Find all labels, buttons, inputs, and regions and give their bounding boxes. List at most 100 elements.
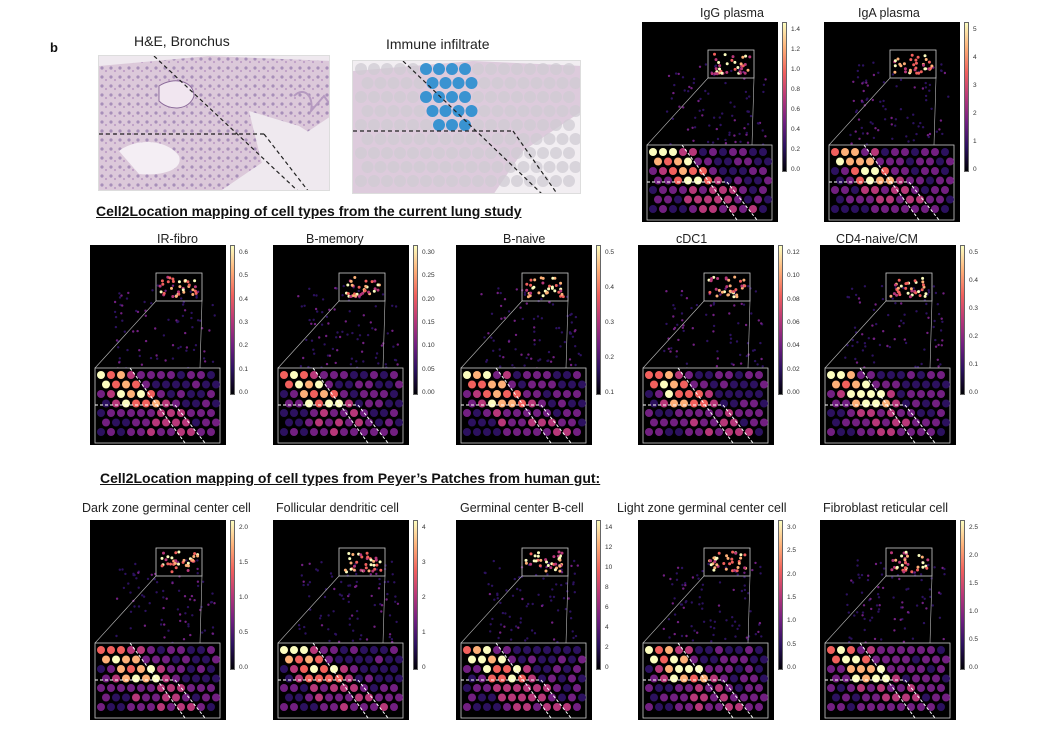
- tissue-spot: [357, 289, 360, 293]
- tissue-spot: [687, 90, 690, 93]
- tissue-spot: [133, 605, 136, 608]
- inset-spot: [685, 646, 693, 654]
- colorbar: [782, 22, 787, 172]
- inset-spot: [690, 693, 698, 702]
- inset-spot: [102, 693, 110, 702]
- tissue-spot: [572, 581, 575, 584]
- inset-spot: [897, 390, 905, 398]
- inset-spot: [97, 390, 105, 398]
- tissue-spot: [880, 573, 884, 576]
- tissue-spot: [880, 284, 884, 288]
- inset-spot: [488, 399, 496, 408]
- tissue-spot: [682, 106, 685, 109]
- hot-spot: [171, 280, 175, 283]
- inset-spot: [715, 428, 723, 436]
- inset-spot: [760, 418, 768, 427]
- hot-spot: [158, 284, 162, 288]
- tissue-spot: [746, 123, 750, 126]
- inset-spot: [836, 195, 844, 204]
- inset-spot: [513, 646, 521, 654]
- colorbar-tick: 2: [422, 594, 426, 601]
- spatial-map: [638, 245, 774, 445]
- inset-spot: [896, 157, 904, 166]
- hot-spot: [372, 289, 376, 293]
- inset-spot: [498, 674, 506, 683]
- tissue-spot: [861, 614, 864, 617]
- tissue-spot: [860, 591, 864, 594]
- tissue-spot: [736, 573, 739, 576]
- inset-spot: [665, 646, 673, 654]
- tissue-spot: [188, 598, 192, 601]
- tissue-spot: [496, 593, 499, 597]
- tissue-spot: [930, 107, 933, 111]
- inset-spot: [759, 205, 767, 213]
- inset-spot: [152, 399, 160, 408]
- inset-spot: [655, 703, 663, 711]
- inset-spot: [290, 371, 298, 379]
- inset-spot: [578, 380, 586, 389]
- inset-spot: [912, 693, 920, 702]
- infiltrate-spot: [433, 119, 445, 131]
- inset-spot: [375, 655, 383, 664]
- inset-spot: [650, 655, 658, 664]
- inset-spot: [162, 693, 170, 702]
- tissue-spot: [312, 348, 315, 351]
- inset-spot: [941, 186, 949, 194]
- hot-spot: [735, 295, 739, 299]
- hot-spot: [909, 58, 913, 62]
- hot-spot: [736, 566, 740, 569]
- inset-spot: [852, 693, 860, 702]
- inset-spot: [543, 371, 551, 379]
- inset-spot: [831, 186, 839, 194]
- inset-spot: [897, 703, 905, 711]
- tissue-spot: [366, 333, 370, 337]
- inset-spot: [842, 380, 850, 389]
- inset-spot: [931, 186, 939, 194]
- tissue-spot: [740, 589, 744, 593]
- tissue-spot: [472, 63, 484, 75]
- tissue-spot: [135, 577, 138, 580]
- tissue-spot: [749, 610, 752, 613]
- inset-spot: [725, 646, 733, 654]
- tissue-spot: [114, 315, 118, 319]
- inset-spot: [837, 409, 845, 417]
- inset-spot: [827, 390, 835, 398]
- tissue-spot: [846, 344, 849, 347]
- tissue-spot: [478, 105, 491, 117]
- tissue-spot: [568, 331, 572, 334]
- inset-spot: [715, 703, 723, 711]
- tissue-spot: [526, 637, 529, 640]
- tissue-spot: [521, 317, 524, 321]
- tissue-spot: [186, 605, 190, 609]
- tissue-spot: [701, 602, 704, 605]
- immune-spots-drawing: [353, 61, 580, 193]
- inset-spot: [896, 176, 904, 185]
- inset-spot: [730, 693, 738, 702]
- tissue-spot: [856, 76, 860, 79]
- hot-spot: [718, 67, 721, 71]
- tissue-spot: [318, 336, 321, 339]
- hot-spot: [913, 279, 917, 283]
- hot-spot: [908, 295, 912, 299]
- tissue-spot: [569, 363, 573, 367]
- inset-spot: [578, 693, 586, 702]
- hot-spot: [353, 564, 356, 568]
- inset-spot: [102, 380, 110, 389]
- tissue-spot: [340, 580, 343, 584]
- inset-spot: [937, 428, 945, 436]
- inset-spot: [831, 167, 839, 175]
- tissue-spot: [162, 606, 165, 610]
- tissue-spot: [379, 603, 382, 606]
- inset-spot: [518, 655, 526, 664]
- region-outline: [461, 642, 572, 719]
- inset-spot: [335, 674, 343, 683]
- inset-spot: [669, 167, 677, 175]
- tissue-spot: [731, 624, 734, 627]
- inset-spot: [881, 186, 889, 194]
- tissue-spot: [127, 291, 130, 295]
- hot-spot: [715, 294, 719, 298]
- inset-spot: [563, 665, 571, 673]
- hot-spot: [557, 550, 561, 554]
- inset-spot: [837, 390, 845, 398]
- he-title: H&E, Bronchus: [134, 33, 230, 49]
